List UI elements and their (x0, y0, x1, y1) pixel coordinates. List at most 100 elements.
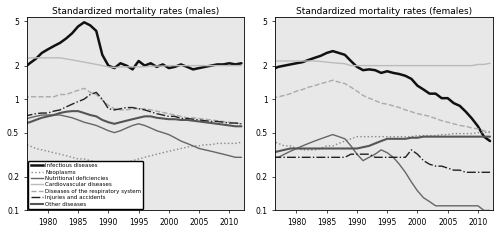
Other diseases (154, 116, 160, 119)
Diseases of the respiratory system (166, 112, 172, 115)
Infectious diseases (75, 25, 81, 28)
Other diseases (106, 121, 112, 124)
Injuries and accidents (118, 107, 124, 110)
Nutritional deficiencies (112, 131, 117, 134)
Neoplasms (94, 161, 100, 164)
Diseases of the respiratory system (238, 122, 244, 125)
Neoplasms (51, 151, 57, 154)
Other diseases (166, 118, 172, 121)
Infectious diseases (69, 32, 75, 35)
Neoplasms (226, 142, 232, 145)
Nutritional deficiencies (20, 119, 26, 121)
Line: Injuries and accidents: Injuries and accidents (24, 92, 242, 124)
Injuries and accidents (172, 115, 178, 118)
Nutritional deficiencies (51, 113, 57, 116)
Infectious diseases (220, 63, 226, 66)
Diseases of the respiratory system (154, 110, 160, 113)
Cardiovascular diseases (160, 65, 166, 67)
Diseases of the respiratory system (208, 119, 214, 121)
Injuries and accidents (232, 122, 238, 124)
Neoplasms (214, 142, 220, 145)
Other diseases (148, 115, 154, 118)
Other diseases (178, 119, 184, 121)
Other diseases (172, 118, 178, 121)
Infectious diseases (154, 66, 160, 68)
Nutritional deficiencies (45, 113, 51, 116)
Diseases of the respiratory system (214, 119, 220, 122)
Injuries and accidents (226, 122, 232, 124)
Other diseases (94, 115, 100, 118)
Cardiovascular diseases (45, 56, 51, 59)
Infectious diseases (232, 63, 238, 66)
Cardiovascular diseases (142, 66, 148, 68)
Injuries and accidents (39, 112, 45, 114)
Injuries and accidents (190, 118, 196, 121)
Injuries and accidents (51, 110, 57, 113)
Other diseases (220, 123, 226, 126)
Cardiovascular diseases (75, 60, 81, 62)
Neoplasms (106, 163, 112, 166)
Cardiovascular diseases (172, 64, 178, 67)
Diseases of the respiratory system (184, 116, 190, 119)
Injuries and accidents (100, 98, 105, 101)
Other diseases (124, 119, 130, 122)
Infectious diseases (208, 64, 214, 67)
Other diseases (45, 115, 51, 118)
Other diseases (196, 120, 202, 123)
Nutritional deficiencies (33, 115, 39, 118)
Injuries and accidents (45, 112, 51, 114)
Other diseases (184, 119, 190, 121)
Cardiovascular diseases (220, 64, 226, 67)
Diseases of the respiratory system (130, 107, 136, 110)
Infectious diseases (94, 29, 100, 32)
Infectious diseases (63, 37, 69, 40)
Diseases of the respiratory system (26, 95, 32, 98)
Nutritional deficiencies (26, 116, 32, 119)
Nutritional deficiencies (214, 151, 220, 154)
Other diseases (100, 119, 105, 121)
Other diseases (160, 117, 166, 120)
Diseases of the respiratory system (118, 109, 124, 111)
Infectious diseases (214, 63, 220, 66)
Nutritional deficiencies (172, 136, 178, 139)
Infectious diseases (87, 24, 93, 27)
Cardiovascular diseases (166, 64, 172, 67)
Injuries and accidents (184, 117, 190, 120)
Cardiovascular diseases (148, 65, 154, 67)
Nutritional deficiencies (154, 129, 160, 132)
Neoplasms (238, 141, 244, 144)
Neoplasms (81, 157, 87, 160)
Nutritional deficiencies (39, 113, 45, 116)
Nutritional deficiencies (136, 122, 141, 125)
Cardiovascular diseases (124, 66, 130, 68)
Injuries and accidents (178, 117, 184, 120)
Line: Nutritional deficiencies: Nutritional deficiencies (24, 115, 242, 157)
Cardiovascular diseases (190, 64, 196, 67)
Cardiovascular diseases (33, 56, 39, 59)
Other diseases (87, 113, 93, 116)
Nutritional deficiencies (160, 131, 166, 134)
Neoplasms (136, 157, 141, 160)
Diseases of the respiratory system (81, 87, 87, 90)
Nutritional deficiencies (238, 156, 244, 159)
Nutritional deficiencies (232, 156, 238, 159)
Injuries and accidents (112, 109, 117, 111)
Injuries and accidents (81, 98, 87, 101)
Other diseases (20, 122, 26, 125)
Injuries and accidents (208, 120, 214, 123)
Infectious diseases (184, 66, 190, 68)
Neoplasms (160, 151, 166, 154)
Cardiovascular diseases (178, 64, 184, 67)
Infectious diseases (45, 48, 51, 51)
Neoplasms (69, 156, 75, 159)
Infectious diseases (100, 53, 105, 56)
Cardiovascular diseases (196, 64, 202, 67)
Other diseases (226, 124, 232, 127)
Nutritional deficiencies (75, 119, 81, 121)
Infectious diseases (81, 21, 87, 24)
Diseases of the respiratory system (232, 122, 238, 124)
Diseases of the respiratory system (75, 89, 81, 92)
Infectious diseases (148, 62, 154, 65)
Other diseases (63, 110, 69, 113)
Nutritional deficiencies (130, 124, 136, 127)
